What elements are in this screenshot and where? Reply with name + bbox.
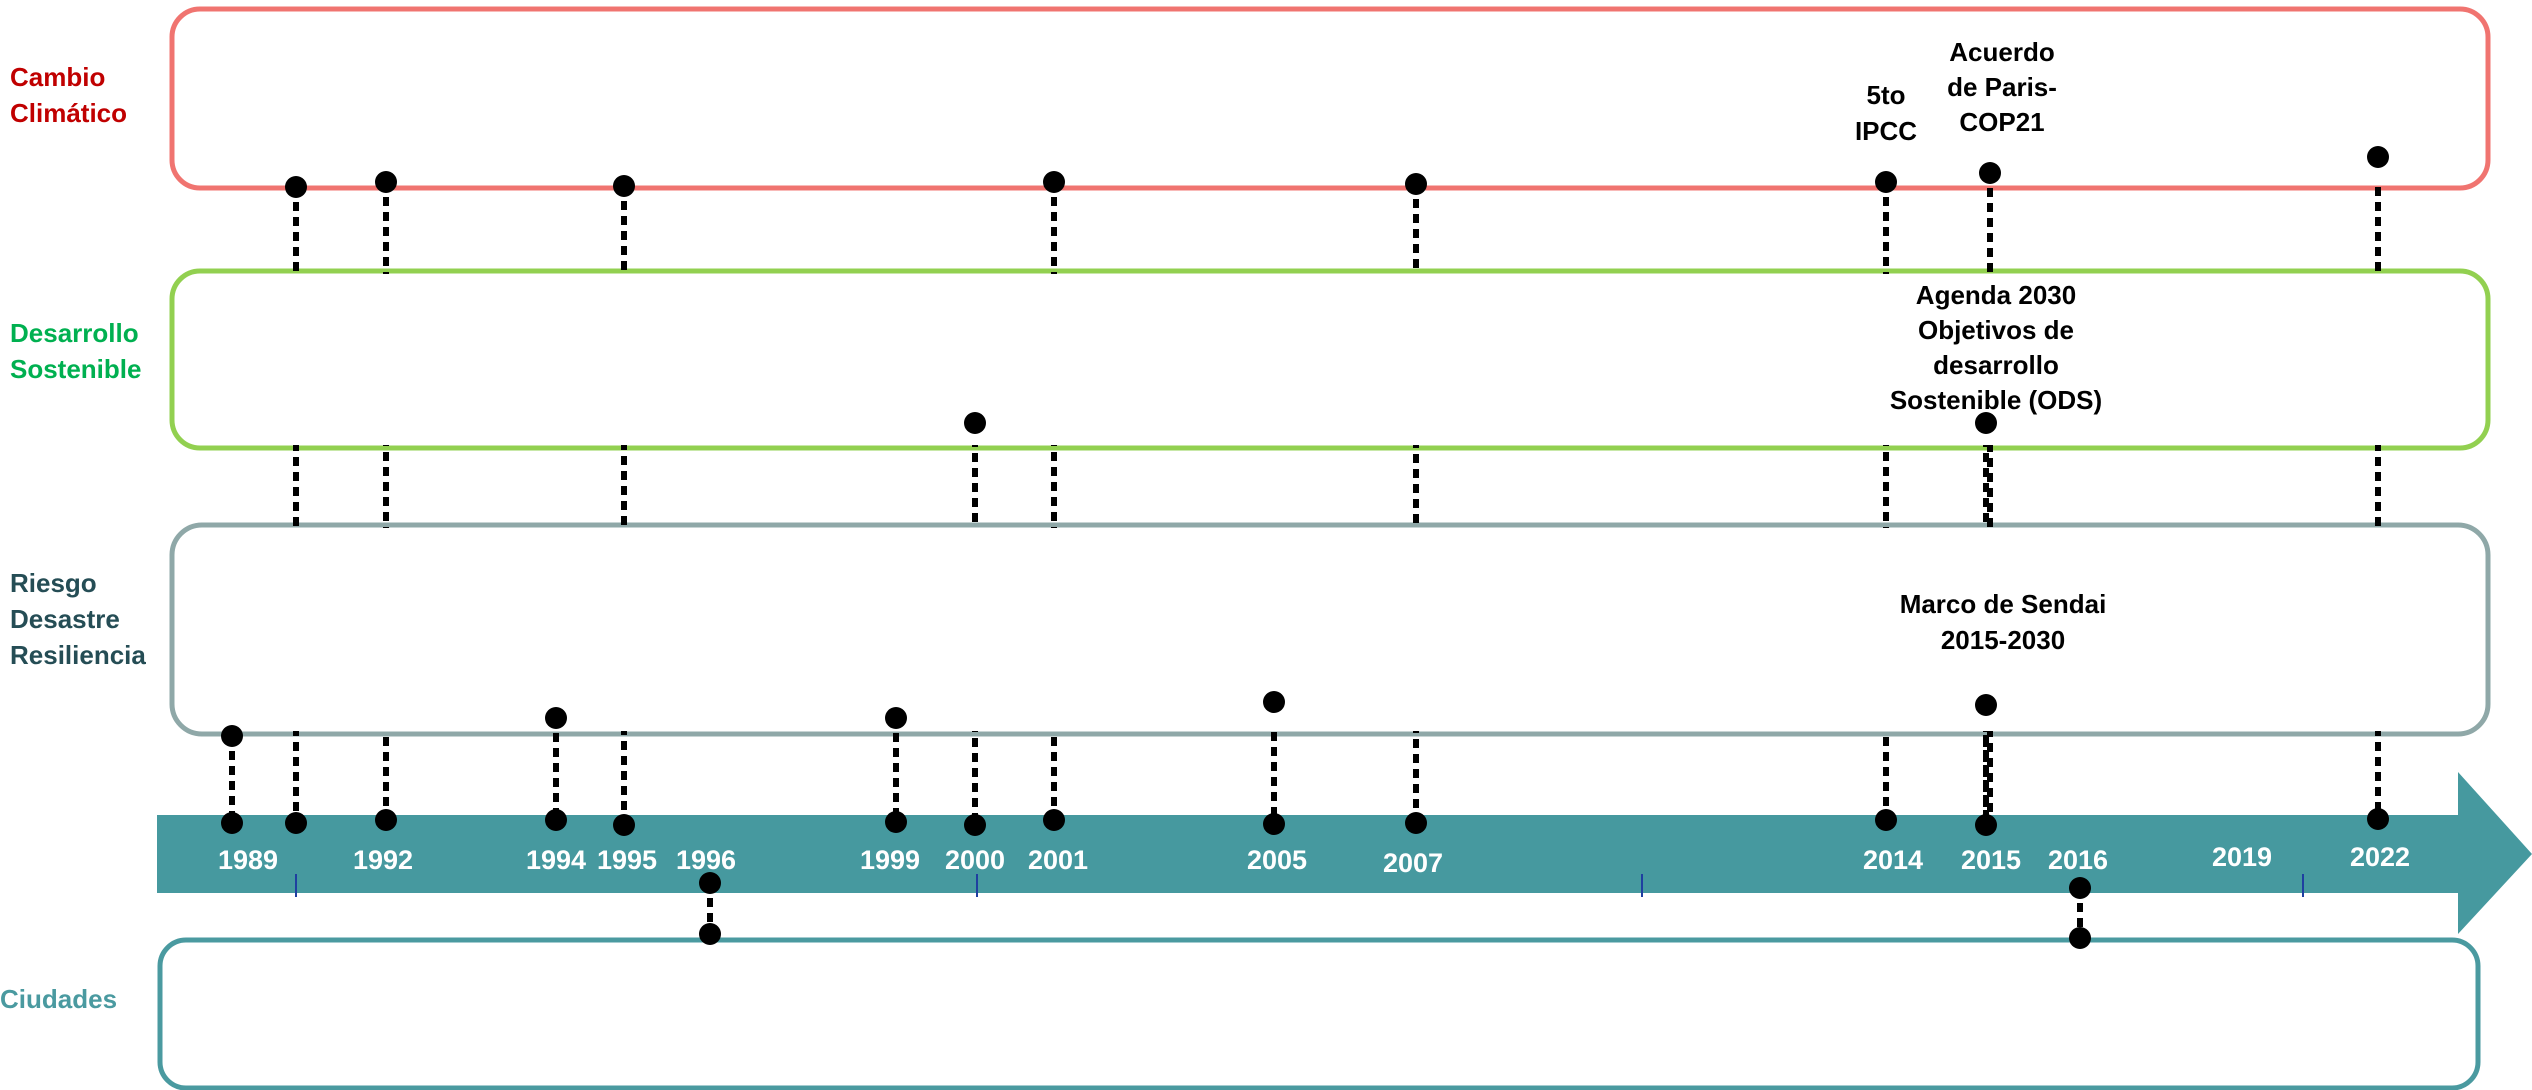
dot-axis-2005 <box>1263 813 1285 835</box>
dot-cambio-1992 <box>375 171 397 193</box>
dot-riesgo-1994 <box>545 707 567 729</box>
year-label-2015: 2015 <box>1961 845 2021 875</box>
lane-label-cambio-climatico: Cambio Climático <box>10 62 127 128</box>
timeline-arrow <box>157 772 2532 934</box>
dot-cambio-2001 <box>1043 171 1065 193</box>
dot-axis-2001 <box>1043 809 1065 831</box>
lane-box-ciudades <box>157 937 2481 1090</box>
dot-axis-1992 <box>375 809 397 831</box>
dot-axis-1995 <box>613 814 635 836</box>
lane-mask-3 <box>175 528 2485 731</box>
dot-ciudades-1996-top <box>699 872 721 894</box>
dot-axis-1999 <box>885 811 907 833</box>
year-label-1992: 1992 <box>353 845 413 875</box>
dot-cambio-2022 <box>2367 146 2389 168</box>
year-label-2016: 2016 <box>2048 845 2108 875</box>
dot-ciudades-2016-top <box>2069 877 2091 899</box>
year-label-2022: 2022 <box>2350 842 2410 872</box>
dot-axis-2014 <box>1875 809 1897 831</box>
year-label-1996: 1996 <box>676 845 736 875</box>
dot-axis-2000 <box>964 814 986 836</box>
dot-desarrollo-2015 <box>1975 412 1997 434</box>
dot-cambio-2015 <box>1979 162 2001 184</box>
year-label-1999: 1999 <box>860 845 920 875</box>
dot-desarrollo-2000 <box>964 412 986 434</box>
dot-riesgo-1989 <box>221 725 243 747</box>
dot-axis-2007 <box>1405 812 1427 834</box>
year-label-1994: 1994 <box>526 845 586 875</box>
dot-cambio-1995 <box>613 175 635 197</box>
year-label-1995: 1995 <box>597 845 657 875</box>
dot-cambio-2007 <box>1405 173 1427 195</box>
year-label-2007: 2007 <box>1383 848 1443 878</box>
year-label-2019: 2019 <box>2212 842 2272 872</box>
dot-axis-2022 <box>2367 808 2389 830</box>
dot-axis-1989a <box>221 812 243 834</box>
dot-ciudades-2016-bottom <box>2069 927 2091 949</box>
year-label-2000: 2000 <box>945 845 1005 875</box>
dot-cambio-1989 <box>285 176 307 198</box>
dot-riesgo-2015 <box>1975 694 1997 716</box>
axis-ticks <box>295 874 2304 897</box>
lane-mask-2 <box>175 274 2485 445</box>
year-label-1989: 1989 <box>218 845 278 875</box>
annotation-marco-de-sendai: Marco de Sendai 2015-2030 <box>1900 589 2107 655</box>
annotation-agenda-2030-ods: Agenda 2030 Objetivos de desarrollo Sosteni… <box>1890 280 2102 415</box>
year-label-2001: 2001 <box>1028 845 1088 875</box>
dot-riesgo-2005 <box>1263 691 1285 713</box>
dot-ciudades-1996-bottom <box>699 923 721 945</box>
year-label-2014: 2014 <box>1863 845 1923 875</box>
dot-riesgo-1999 <box>885 707 907 729</box>
lane-label-riesgo-desastre: Riesgo Desastre Resiliencia <box>10 568 146 670</box>
year-labels: 1989 1992 1994 1995 1996 1999 2000 2001 2005 2007… <box>218 842 2410 878</box>
milestone-dots <box>221 146 2389 949</box>
annotation-acuerdo-paris-cop21: Acuerdo de Paris-COP21 <box>1947 37 2057 137</box>
dot-axis-1994 <box>545 809 567 831</box>
lane-mask-1 <box>175 12 2485 185</box>
lane-label-ciudades: Ciudades <box>0 984 117 1014</box>
lane-label-desarrollo-sostenible: Desarrollo Sostenible <box>10 318 141 384</box>
dot-axis-1989b <box>285 812 307 834</box>
year-label-2005: 2005 <box>1247 845 1307 875</box>
dot-axis-2015 <box>1975 814 1997 836</box>
connectors <box>175 12 2485 938</box>
dot-cambio-2014 <box>1875 171 1897 193</box>
annotation-5to-ipcc: 5to IPCC <box>1855 80 1917 146</box>
